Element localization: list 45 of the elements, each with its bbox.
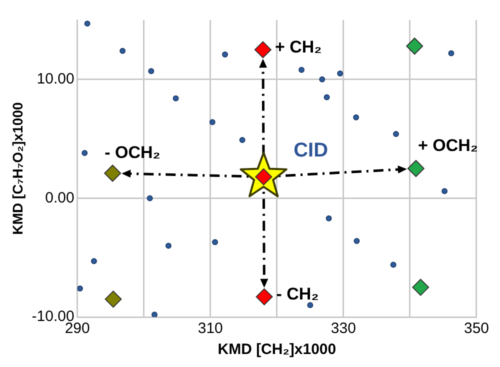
point [90,258,97,264]
point [337,70,344,76]
point [239,136,246,143]
point [298,66,305,73]
point [326,215,332,222]
point [77,285,83,292]
point [82,150,88,156]
annotation: + OCH₂ [418,136,478,156]
point [104,164,122,182]
x-tick-label: 310 [198,320,223,338]
point [152,312,158,317]
point [165,242,172,249]
point [407,160,424,177]
annotation: - CH₂ [276,284,319,304]
point [406,38,424,55]
y-tick-label: 10.00 [36,70,74,88]
point [354,238,360,244]
point [319,76,326,82]
x-tick-label: 330 [330,320,356,338]
point [412,278,430,296]
point [148,68,154,74]
point [392,131,399,138]
y-tick-label: 0.00 [45,189,74,206]
point [353,114,360,120]
x-tick-label: 350 [464,320,489,338]
point [254,41,272,58]
point [212,239,218,246]
point [307,302,314,308]
annotation: + CH₂ [274,37,322,56]
x-axis-title: KMD [CH₂]x1000 [218,341,336,358]
point [84,20,90,27]
annotation: - OCH₂ [104,142,160,162]
point [209,119,216,126]
y-axis-title: KMD [C₇H₇O₂]x1000 [9,102,26,235]
point [256,288,273,306]
point [222,51,228,58]
point [442,188,448,194]
annotation: CID [294,139,328,162]
point [324,94,330,100]
point [146,195,153,202]
point [448,50,454,56]
point [104,290,122,308]
point [120,48,126,54]
point [390,262,396,268]
point [172,95,179,102]
